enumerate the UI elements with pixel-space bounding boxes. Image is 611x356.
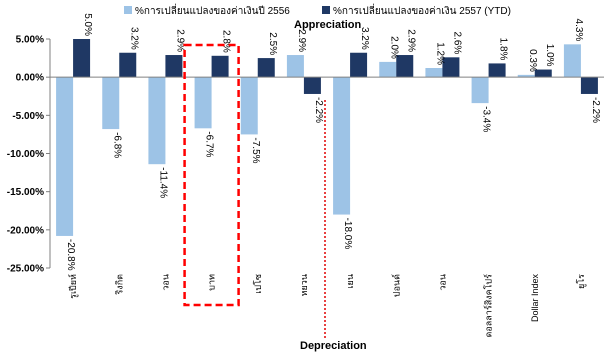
bar-2557-6 (350, 52, 368, 78)
legend-label-2557: %การเปลี่ยนแปลงของค่าเงิน 2557 (YTD) (333, 3, 511, 17)
bar-2557-8 (442, 57, 460, 78)
y-tick-label: -25.00% (7, 264, 44, 275)
bar-2557-11 (580, 77, 598, 94)
bar-2556-4 (240, 77, 258, 135)
data-label-2556-9: -3.4% (481, 106, 492, 132)
legend: %การเปลี่ยนแปลงของค่าเงินปี 2556 %การเปล… (124, 3, 511, 17)
x-tick-label-11: ยูโร (576, 274, 587, 289)
y-tick-label: 0.00% (16, 73, 44, 84)
data-label-2557-10: 1.0% (544, 44, 555, 67)
bar-2557-3 (211, 55, 229, 78)
bar-labels: -20.8% -6.8% -11.4% -6.7% -7.5% 2.9% -18.0% 2.0… (65, 13, 601, 271)
y-tick-label: 5.00% (16, 35, 44, 46)
bar-2556-10 (517, 74, 535, 78)
bar-2556-5 (286, 55, 304, 78)
data-label-2556-0: -20.8% (65, 239, 76, 271)
bar-2556-8 (425, 68, 443, 78)
bar-2557-0 (73, 39, 91, 78)
data-label-2557-4: 2.5% (267, 32, 278, 55)
data-label-2557-11: -2.2% (590, 97, 601, 123)
y-tick-label: -10.00% (7, 149, 44, 160)
bar-2556-9 (471, 77, 489, 104)
bar-2557-1 (119, 52, 137, 78)
data-label-2557-7: 2.9% (405, 29, 416, 52)
data-label-2556-10: 0.3% (527, 49, 538, 72)
bar-2556-0 (56, 77, 74, 236)
bar-2557-9 (488, 63, 506, 78)
data-label-2556-7: 2.0% (388, 36, 399, 59)
data-label-2556-3: -6.7% (204, 131, 215, 157)
x-tick-label-8: วอน (437, 274, 447, 291)
bar-2557-7 (396, 55, 414, 78)
legend-swatch-2556 (124, 6, 132, 14)
data-label-2557-5: -2.2% (313, 97, 324, 123)
data-label-2557-9: 1.8% (498, 38, 509, 61)
bars (56, 39, 598, 236)
data-label-2557-0: 5.0% (82, 13, 93, 36)
data-label-2557-1: 3.2% (128, 27, 139, 50)
bar-2556-7 (379, 61, 397, 78)
x-tick-label-5: หยวน (299, 274, 309, 296)
x-tick-label-9: ดอลลาร์สิงคโปร์ (483, 274, 494, 338)
data-label-2557-8: 2.6% (451, 32, 462, 55)
bar-2557-10 (534, 69, 552, 78)
x-tick-label-1: ริงกิต (114, 274, 124, 295)
data-label-2556-1: -6.8% (111, 132, 122, 158)
x-tick-label-3: บาท (207, 274, 217, 291)
bar-2556-3 (194, 77, 212, 129)
x-axis: รูเปียห์ ริงกิต วอน บาท เปโซ หยวน เยน ปอนด์ วอน ด… (67, 274, 587, 338)
bar-2557-5 (303, 77, 321, 94)
bar-2556-1 (102, 77, 120, 130)
bar-2557-2 (165, 55, 183, 78)
data-label-2556-2: -11.4% (157, 167, 168, 198)
x-tick-label-7: ปอนด์ (390, 274, 401, 297)
legend-label-2556: %การเปลี่ยนแปลงของค่าเงินปี 2556 (135, 3, 290, 17)
data-label-2556-8: 1.2% (434, 42, 445, 65)
data-label-2556-6: -18.0% (342, 218, 353, 250)
y-tick-label: -20.00% (7, 225, 44, 236)
y-tick-label: -5.00% (12, 111, 44, 122)
data-label-2557-2: 2.9% (174, 29, 185, 52)
bar-2556-11 (563, 44, 581, 78)
x-tick-label-10: Dollar Index (530, 274, 540, 323)
x-tick-label-6: เยน (345, 274, 355, 289)
bar-2557-4 (257, 58, 275, 78)
data-label-2557-3: 2.8% (221, 30, 232, 53)
depreciation-label: Depreciation (300, 340, 367, 352)
data-label-2557-6: 3.2% (359, 27, 370, 50)
y-tick-label: -15.00% (7, 187, 44, 198)
bar-2556-2 (148, 77, 166, 165)
highlight-box-thb (183, 43, 240, 307)
x-tick-label-0: รูเปียห์ (67, 274, 79, 299)
y-axis: -25.00% -20.00% -15.00% -10.00% -5.00% 0.00% 5… (7, 35, 51, 275)
data-label-2556-4: -7.5% (250, 137, 261, 163)
appreciation-label: Appreciation (294, 19, 362, 31)
x-tick-label-4: เปโซ (253, 274, 263, 294)
data-label-2556-11: 4.3% (573, 19, 584, 42)
bar-2556-6 (333, 77, 351, 215)
data-label-2556-5: 2.9% (296, 29, 307, 52)
legend-swatch-2557 (322, 6, 330, 14)
x-tick-label-2: วอน (160, 274, 170, 291)
